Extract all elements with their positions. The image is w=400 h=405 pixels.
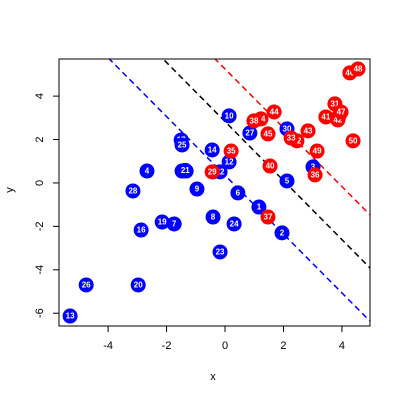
point-label: 14 — [208, 146, 217, 155]
point — [251, 199, 267, 215]
point — [204, 164, 220, 180]
point — [166, 216, 182, 232]
point-label: 23 — [216, 248, 225, 257]
point-label: 2 — [280, 228, 285, 237]
point-label: 46 — [345, 69, 354, 78]
point-label: 3 — [311, 162, 316, 171]
point — [279, 173, 295, 189]
point — [212, 244, 228, 260]
point — [345, 133, 361, 149]
point-label: 4 — [145, 167, 150, 176]
point — [262, 158, 278, 174]
y-tick-label: 0 — [34, 180, 46, 186]
point-label: 42 — [333, 116, 342, 125]
y-tick-label: -6 — [34, 308, 46, 318]
y-tick-label: 4 — [34, 93, 46, 99]
point-label: 6 — [236, 189, 241, 198]
point — [130, 277, 146, 293]
point-label: 13 — [66, 312, 75, 321]
point — [333, 104, 349, 120]
point-label: 34 — [257, 115, 266, 124]
reference-line — [162, 59, 370, 269]
point — [223, 143, 239, 159]
point-label: 10 — [225, 111, 234, 120]
point — [318, 109, 334, 125]
point-label: 5 — [285, 177, 290, 186]
point-label: 41 — [321, 113, 330, 122]
y-tick-label: -2 — [34, 221, 46, 231]
plot-frame — [58, 58, 371, 327]
point-label: 44 — [270, 108, 279, 117]
point-label: 8 — [211, 213, 216, 222]
point — [274, 225, 290, 241]
point — [246, 113, 262, 129]
x-tick-label: 0 — [222, 340, 228, 352]
point — [139, 163, 155, 179]
y-tick-label: 2 — [34, 136, 46, 142]
point — [266, 104, 282, 120]
point — [205, 209, 221, 225]
reference-line — [214, 59, 370, 216]
point — [260, 209, 276, 225]
point — [125, 183, 141, 199]
point-label: 16 — [137, 226, 146, 235]
point — [307, 167, 323, 183]
point — [174, 137, 190, 153]
point — [226, 216, 242, 232]
x-axis-label: x — [210, 371, 216, 383]
point — [350, 61, 366, 77]
x-tick-label: -4 — [103, 340, 113, 352]
y-tick-label: -4 — [34, 265, 46, 275]
point-label: 29 — [208, 167, 217, 176]
point-label: 21 — [181, 166, 190, 175]
point-label: 31 — [330, 100, 339, 109]
point — [154, 214, 170, 230]
point-label: 36 — [311, 171, 320, 180]
point-label: 26 — [82, 281, 91, 290]
point-label: 47 — [337, 108, 346, 117]
x-tick-label: 2 — [280, 340, 286, 352]
point-label: 27 — [245, 129, 254, 138]
point — [283, 130, 299, 146]
point-label: 25 — [178, 141, 187, 150]
point-label: 40 — [266, 162, 275, 171]
x-tick-label: 4 — [339, 340, 345, 352]
point-label: 28 — [128, 187, 137, 196]
point — [62, 308, 78, 324]
point-label: 7 — [172, 220, 177, 229]
point-label: 30 — [283, 125, 292, 134]
point — [300, 123, 316, 139]
point-label: 1 — [257, 203, 262, 212]
point — [133, 222, 149, 238]
point — [78, 277, 94, 293]
point-label: 12 — [225, 158, 234, 167]
point-label: 9 — [195, 185, 200, 194]
point — [177, 162, 193, 178]
point-label: 20 — [134, 281, 143, 290]
point-label: 37 — [264, 213, 273, 222]
point — [189, 181, 205, 197]
y-axis-label: y — [4, 187, 16, 193]
point-label: 48 — [354, 65, 363, 74]
point — [260, 126, 276, 142]
point-label: 50 — [349, 136, 358, 145]
point-label: 45 — [264, 129, 273, 138]
point — [221, 108, 237, 124]
point — [204, 142, 220, 158]
point-label: 24 — [230, 220, 239, 229]
point-label: 49 — [313, 147, 322, 156]
point-label: 35 — [227, 147, 236, 156]
x-tick-label: -2 — [162, 340, 172, 352]
point-label: 19 — [158, 218, 167, 227]
point — [230, 185, 246, 201]
point-label: 43 — [304, 126, 313, 135]
point-label: 22 — [216, 167, 225, 176]
point-label: 38 — [250, 116, 259, 125]
point-label: 33 — [287, 134, 296, 143]
point — [242, 125, 258, 141]
point — [309, 143, 325, 159]
